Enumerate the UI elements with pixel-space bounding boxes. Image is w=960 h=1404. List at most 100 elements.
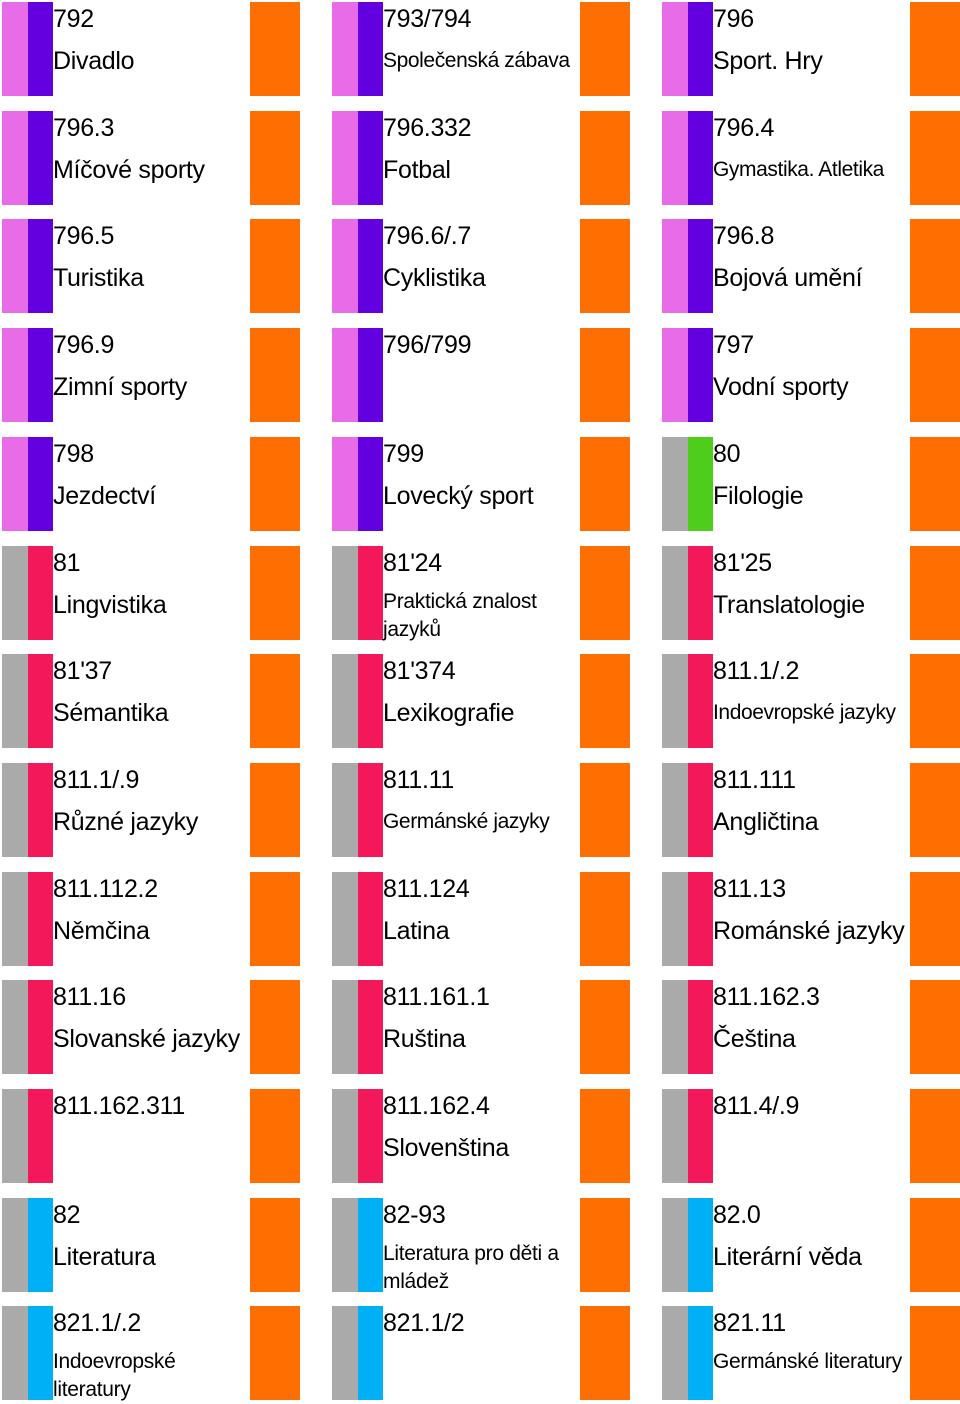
- classification-code: 811.4/.9: [713, 1092, 800, 1120]
- category-name: Germánské jazyky: [383, 810, 550, 833]
- color-stripe-secondary: [688, 1198, 713, 1292]
- classification-code: 797: [713, 331, 754, 359]
- category-name: Bojová umění: [713, 264, 863, 292]
- color-stripe-orange: [910, 872, 960, 966]
- color-stripe-secondary: [358, 1089, 383, 1183]
- category-name: Společenská zábava: [383, 49, 570, 72]
- label-card: 821.1/.2 Indoevropské literatury: [2, 1306, 302, 1401]
- category-name: Lovecký sport: [383, 482, 534, 510]
- label-card: 81'37 Sémantika: [2, 654, 302, 748]
- classification-code: 796.6/.7: [383, 222, 471, 250]
- classification-code: 796: [713, 5, 754, 33]
- classification-code: 811.1/.2: [713, 657, 800, 685]
- color-stripe-primary: [2, 328, 28, 422]
- classification-code: 811.16: [53, 983, 126, 1011]
- classification-code: 821.11: [713, 1309, 786, 1337]
- color-stripe-orange: [250, 980, 300, 1074]
- classification-code: 81'25: [713, 549, 772, 577]
- color-stripe-orange: [580, 1306, 630, 1400]
- color-stripe-orange: [910, 546, 960, 640]
- color-stripe-primary: [332, 437, 358, 531]
- color-stripe-orange: [250, 328, 300, 422]
- color-stripe-orange: [580, 1089, 630, 1183]
- color-stripe-secondary: [28, 654, 53, 748]
- color-stripe-primary: [662, 1306, 688, 1400]
- classification-code: 811.162.4: [383, 1092, 490, 1120]
- color-stripe-orange: [250, 437, 300, 531]
- label-card: 796.3 Míčové sporty: [2, 111, 302, 205]
- color-stripe-secondary: [358, 980, 383, 1074]
- category-name: Gymastika. Atletika: [713, 158, 884, 181]
- color-stripe-secondary: [358, 219, 383, 313]
- color-stripe-primary: [2, 1198, 28, 1292]
- color-stripe-secondary: [688, 1306, 713, 1400]
- label-card: 797 Vodní sporty: [662, 328, 960, 422]
- color-stripe-primary: [662, 111, 688, 205]
- classification-code: 821.1/2: [383, 1309, 465, 1337]
- color-stripe-primary: [332, 111, 358, 205]
- classification-code: 796/799: [383, 331, 472, 359]
- classification-code: 811.1/.9: [53, 766, 140, 794]
- color-stripe-secondary: [28, 1198, 53, 1292]
- color-stripe-orange: [910, 1198, 960, 1292]
- color-stripe-orange: [910, 1089, 960, 1183]
- label-card: 792 Divadlo: [2, 2, 302, 96]
- color-stripe-secondary: [28, 219, 53, 313]
- color-stripe-secondary: [28, 2, 53, 96]
- color-stripe-orange: [910, 1306, 960, 1400]
- color-stripe-secondary: [358, 546, 383, 640]
- label-card: 81'24 Praktická znalost jazyků: [332, 546, 632, 641]
- color-stripe-secondary: [358, 763, 383, 857]
- label-card: 811.162.311: [2, 1089, 302, 1183]
- label-card: 81 Lingvistika: [2, 546, 302, 640]
- category-name: Slovanské jazyky: [53, 1025, 240, 1053]
- color-stripe-secondary: [28, 872, 53, 966]
- label-card: 796/799: [332, 328, 632, 422]
- classification-code: 811.124: [383, 875, 470, 903]
- color-stripe-primary: [662, 219, 688, 313]
- color-stripe-primary: [332, 1089, 358, 1183]
- color-stripe-orange: [580, 980, 630, 1074]
- color-stripe-secondary: [688, 546, 713, 640]
- label-card: 80 Filologie: [662, 437, 960, 531]
- classification-code: 796.8: [713, 222, 775, 250]
- color-stripe-primary: [662, 763, 688, 857]
- color-stripe-primary: [662, 546, 688, 640]
- color-stripe-orange: [580, 654, 630, 748]
- category-name: Latina: [383, 917, 450, 945]
- color-stripe-primary: [2, 546, 28, 640]
- classification-code: 82: [53, 1201, 81, 1229]
- classification-code: 799: [383, 440, 424, 468]
- color-stripe-primary: [332, 654, 358, 748]
- color-stripe-primary: [662, 328, 688, 422]
- classification-code: 82.0: [713, 1201, 761, 1229]
- category-name: Praktická znalost jazyků: [383, 590, 537, 641]
- color-stripe-primary: [662, 654, 688, 748]
- category-name: Cyklistika: [383, 264, 486, 292]
- color-stripe-secondary: [358, 1198, 383, 1292]
- color-stripe-orange: [250, 111, 300, 205]
- label-card: 796.6/.7 Cyklistika: [332, 219, 632, 313]
- color-stripe-orange: [580, 328, 630, 422]
- classification-code: 82-93: [383, 1201, 446, 1229]
- color-stripe-secondary: [28, 1306, 53, 1400]
- classification-code: 81: [53, 549, 81, 577]
- color-stripe-secondary: [688, 763, 713, 857]
- color-stripe-primary: [2, 872, 28, 966]
- classification-code: 796.9: [53, 331, 115, 359]
- color-stripe-primary: [662, 872, 688, 966]
- color-stripe-secondary: [28, 546, 53, 640]
- label-card: 811.1/.2 Indoevropské jazyky: [662, 654, 960, 748]
- color-stripe-primary: [2, 1306, 28, 1400]
- category-name: Ruština: [383, 1025, 466, 1053]
- color-stripe-orange: [910, 654, 960, 748]
- classification-code: 81'37: [53, 657, 112, 685]
- category-name: Slovenština: [383, 1134, 509, 1162]
- label-card: 821.1/2: [332, 1306, 632, 1400]
- color-stripe-secondary: [28, 111, 53, 205]
- label-card: 799 Lovecký sport: [332, 437, 632, 531]
- color-stripe-primary: [2, 219, 28, 313]
- label-card: 811.162.4 Slovenština: [332, 1089, 632, 1183]
- color-stripe-secondary: [28, 328, 53, 422]
